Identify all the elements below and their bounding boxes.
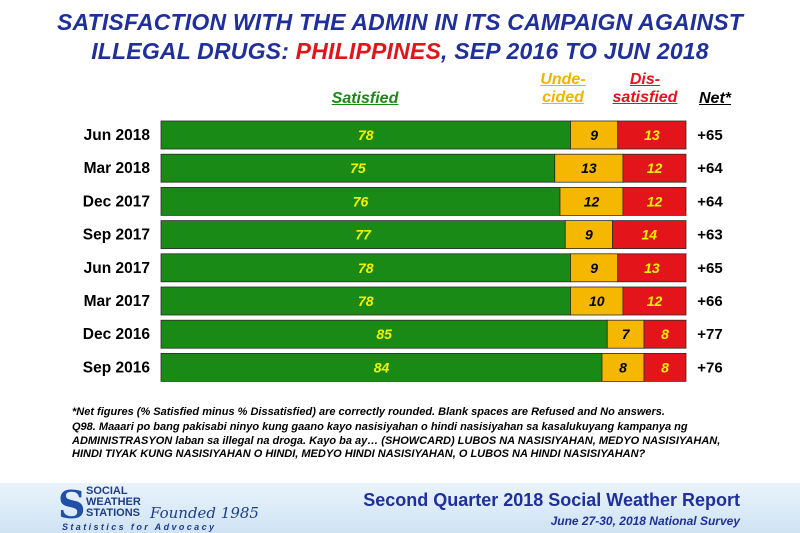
bar-satisfied-mar-2017 (160, 286, 571, 316)
value-label-dissatisfied-mar-2018: 12 (647, 160, 663, 176)
report-title: Second Quarter 2018 Social Weather Repor… (363, 490, 740, 510)
bar-undecided-dec-2016 (606, 319, 645, 349)
bar-satisfied-dec-2017 (160, 186, 561, 216)
title-line-2-pre: ILLEGAL DRUGS: (91, 38, 296, 64)
bar-dissatisfied-mar-2017 (622, 286, 687, 316)
value-label-satisfied-sep-2016: 84 (374, 359, 390, 375)
value-label-dissatisfied-mar-2017: 12 (647, 293, 663, 309)
bar-dissatisfied-sep-2017 (612, 220, 687, 250)
header-dissatisfied-line-2: satisfied (612, 89, 678, 106)
bar-dissatisfied-dec-2017 (622, 186, 687, 216)
header-undecided-line-2: cided (542, 89, 584, 106)
value-label-satisfied-jun-2018: 78 (358, 127, 374, 143)
bar-satisfied-sep-2016 (160, 352, 603, 382)
value-label-undecided-dec-2016: 7 (622, 326, 631, 342)
bar-satisfied-sep-2017 (160, 220, 566, 250)
value-label-undecided-jun-2017: 9 (590, 260, 598, 276)
bar-dissatisfied-jun-2018 (617, 120, 687, 150)
category-label-sep-2017: Sep 2017 (83, 227, 150, 244)
category-label-mar-2018: Mar 2018 (84, 160, 151, 177)
net-value-dec-2016: +77 (697, 326, 722, 343)
header-undecided-line-1: Unde- (540, 71, 586, 88)
header-dissatisfied-line-1: Dis- (629, 71, 661, 88)
net-value-mar-2018: +64 (697, 160, 723, 177)
title-line-2-post: , SEP 2016 TO JUN 2018 (441, 38, 709, 64)
net-value-sep-2017: +63 (697, 227, 722, 244)
category-label-jun-2018: Jun 2018 (84, 127, 151, 144)
value-label-undecided-sep-2017: 9 (585, 227, 593, 243)
category-label-jun-2017: Jun 2017 (84, 260, 150, 277)
value-label-satisfied-mar-2018: 75 (350, 160, 366, 176)
value-label-undecided-jun-2018: 9 (590, 127, 598, 143)
header-satisfied: Satisfied (331, 90, 399, 107)
title-line-1: SATISFACTION WITH THE ADMIN IN ITS CAMPA… (56, 9, 744, 35)
logo-line-2: WEATHER (86, 496, 141, 508)
bar-undecided-jun-2017 (570, 253, 619, 283)
header-undecided: Unde- cided (533, 71, 593, 107)
net-value-jun-2018: +65 (697, 127, 722, 144)
value-label-dissatisfied-dec-2017: 12 (647, 193, 663, 209)
header-dissatisfied: Dis- satisfied (607, 71, 683, 107)
logo-line-1: SOCIAL (86, 485, 128, 497)
value-label-undecided-mar-2018: 13 (581, 160, 597, 176)
value-label-dissatisfied-jun-2017: 13 (644, 260, 660, 276)
bar-dissatisfied-mar-2018 (622, 153, 687, 183)
value-label-undecided-mar-2017: 10 (589, 293, 605, 309)
bar-satisfied-dec-2016 (160, 319, 608, 349)
sws-s-logo-icon: S (58, 482, 86, 527)
bar-satisfied-jun-2017 (160, 253, 571, 283)
title-line-2: ILLEGAL DRUGS: PHILIPPINES, SEP 2016 TO … (0, 37, 800, 66)
title-highlight: PHILIPPINES (295, 38, 442, 64)
net-value-sep-2016: +76 (697, 359, 722, 376)
footer-banner (0, 483, 800, 533)
bar-satisfied-mar-2018 (160, 153, 556, 183)
bar-dissatisfied-sep-2016 (643, 352, 687, 382)
logo-line-3: STATIONS (86, 507, 140, 519)
value-label-dissatisfied-jun-2018: 13 (644, 127, 660, 143)
logo-founded: Founded 1985 (150, 504, 259, 522)
logo-tagline: Statistics for Advocacy (62, 522, 217, 532)
value-label-satisfied-sep-2017: 77 (355, 227, 372, 243)
bar-undecided-sep-2016 (601, 352, 645, 382)
value-label-satisfied-mar-2017: 78 (358, 293, 374, 309)
net-value-dec-2017: +64 (697, 193, 723, 210)
footnote-question: Q98. Maaari po bang pakisabi ninyo kung … (72, 421, 721, 460)
bar-dissatisfied-jun-2017 (617, 253, 687, 283)
chart-title: SATISFACTION WITH THE ADMIN IN ITS CAMPA… (0, 8, 800, 66)
net-value-mar-2017: +66 (697, 293, 722, 310)
bar-dissatisfied-dec-2016 (643, 319, 687, 349)
footnote-net: *Net figures (% Satisfied minus % Dissat… (72, 406, 665, 418)
bar-undecided-mar-2018 (554, 153, 624, 183)
value-label-satisfied-dec-2017: 76 (353, 193, 369, 209)
value-label-undecided-dec-2017: 12 (584, 193, 600, 209)
bar-undecided-sep-2017 (564, 220, 613, 250)
bar-undecided-jun-2018 (570, 120, 619, 150)
logo-name: SOCIAL WEATHER STATIONS (86, 486, 196, 519)
value-label-satisfied-jun-2017: 78 (358, 260, 374, 276)
category-label-mar-2017: Mar 2017 (84, 293, 150, 310)
value-label-dissatisfied-dec-2016: 8 (661, 326, 669, 342)
value-label-satisfied-dec-2016: 85 (376, 326, 392, 342)
value-label-dissatisfied-sep-2016: 8 (661, 359, 669, 375)
category-label-sep-2016: Sep 2016 (83, 359, 151, 376)
header-net: Net* (698, 90, 731, 107)
value-label-undecided-sep-2016: 8 (619, 359, 627, 375)
category-label-dec-2017: Dec 2017 (83, 193, 150, 210)
category-label-dec-2016: Dec 2016 (83, 326, 151, 343)
value-label-dissatisfied-sep-2017: 14 (641, 227, 657, 243)
net-value-jun-2017: +65 (697, 260, 722, 277)
survey-dates: June 27-30, 2018 National Survey (550, 514, 740, 528)
bar-undecided-mar-2017 (570, 286, 624, 316)
bar-satisfied-jun-2018 (160, 120, 571, 150)
